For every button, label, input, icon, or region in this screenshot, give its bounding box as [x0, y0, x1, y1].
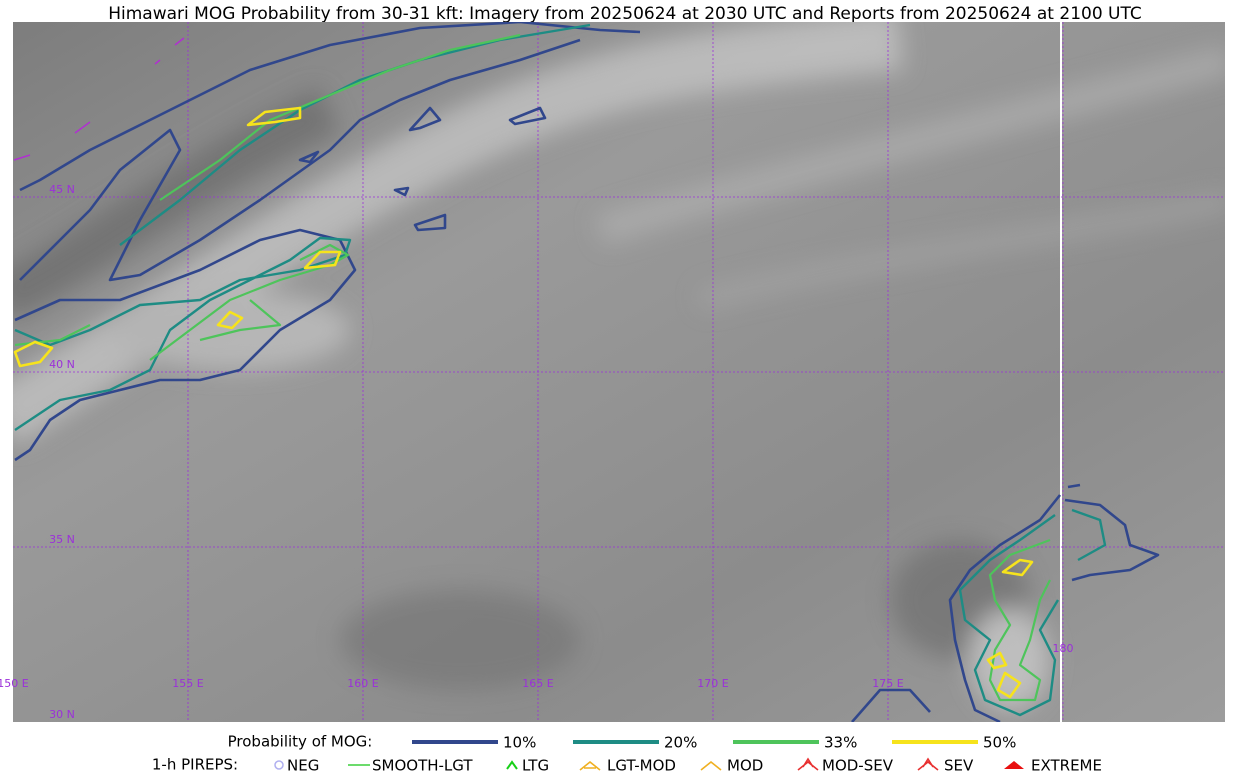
- legend-label: LGT-MOD: [607, 757, 676, 775]
- lon-label: 165 E: [522, 677, 553, 690]
- legend-icon: [797, 757, 819, 771]
- title: Himawari MOG Probability from 30-31 kft:…: [108, 4, 1142, 24]
- legend-icon: [506, 760, 518, 770]
- legend-label: NEG: [287, 757, 319, 775]
- lon-label: 175 E: [872, 677, 903, 690]
- legend-label: SMOOTH-LGT: [372, 757, 473, 775]
- lon-label: 155 E: [172, 677, 203, 690]
- legend-label: SEV: [944, 757, 974, 775]
- lat-label: 45 N: [49, 183, 75, 196]
- lat-label: 35 N: [49, 533, 75, 546]
- legend-title: Probability of MOG:: [228, 733, 373, 751]
- legend-label: 20%: [664, 734, 697, 752]
- lon-label: 160 E: [347, 677, 378, 690]
- legend-label: MOD: [727, 757, 763, 775]
- lon-label: 170 E: [697, 677, 728, 690]
- lon-label: 180: [1053, 642, 1074, 655]
- legend-label: EXTREME: [1031, 757, 1102, 775]
- legend-label: 33%: [824, 734, 857, 752]
- legend-icon: [700, 760, 722, 771]
- legend-title: 1-h PIREPS:: [152, 756, 238, 774]
- legend-icon: [917, 757, 939, 771]
- legend-label: 50%: [983, 734, 1016, 752]
- legend: Probability of MOG: 10% 20% 33% 50% 1-h PIREP…: [152, 733, 1102, 775]
- contours: [13, 22, 1160, 722]
- lat-label: 30 N: [49, 708, 75, 721]
- legend-icon: [274, 760, 284, 770]
- legend-label: 10%: [503, 734, 536, 752]
- geo-labels: 45 N 40 N 35 N 30 N 150 E 155 E 160 E 165 E 170 …: [0, 183, 1074, 721]
- legend-icon: [1004, 761, 1024, 769]
- legend-icon: [579, 760, 601, 771]
- legend-label: LTG: [522, 757, 549, 775]
- lat-label: 40 N: [49, 358, 75, 371]
- legend-label: MOD-SEV: [822, 757, 894, 775]
- grid: [13, 22, 1225, 722]
- lon-label: 150 E: [0, 677, 29, 690]
